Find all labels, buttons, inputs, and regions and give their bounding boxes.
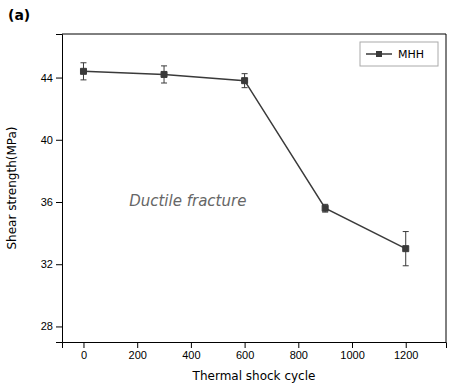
tick: 32 (41, 258, 62, 270)
tick: 40 (41, 134, 62, 146)
tick-label: 800 (290, 349, 308, 361)
tick: 0 (81, 342, 87, 361)
marker (161, 71, 167, 77)
tick-mark (56, 78, 62, 79)
x-axis-title: Thermal shock cycle (192, 369, 316, 383)
error-bar (322, 204, 328, 212)
plot: 0 200 400 600 800 1000 1200 28 32 36 40 44 Ductile f… (41, 34, 447, 361)
marker (242, 78, 248, 84)
tick-mark (406, 342, 407, 348)
tick-label: 1200 (394, 349, 418, 361)
tick-mark (191, 342, 192, 348)
legend-marker (376, 51, 382, 57)
data-area (80, 63, 408, 266)
tick-mark (245, 342, 246, 348)
axis-line (56, 35, 63, 343)
legend: MHH (360, 42, 438, 66)
tick: 1000 (340, 342, 364, 361)
tick-mark (56, 140, 62, 141)
tick: 200 (129, 342, 147, 361)
tick-label: 28 (41, 320, 53, 332)
tick-mark (137, 342, 138, 348)
tick: 400 (182, 342, 200, 361)
tick-label: 36 (41, 196, 53, 208)
tick: 800 (290, 342, 308, 361)
tick-label: 40 (41, 134, 53, 146)
tick-mark (56, 326, 62, 327)
marker (403, 246, 409, 252)
tick-label: 0 (81, 349, 87, 361)
line (83, 71, 405, 248)
error-bar (80, 63, 86, 80)
tick-label: 200 (129, 349, 147, 361)
y-axis-title: Shear strength(MPa) (5, 126, 19, 249)
marker (322, 205, 328, 211)
tick: 600 (236, 342, 254, 361)
legend-label: MHH (398, 48, 424, 61)
error-bar (403, 232, 409, 266)
tick-label: 44 (41, 72, 53, 84)
chart: 0 200 400 600 800 1000 1200 28 32 36 40 44 Ductile f… (0, 0, 462, 388)
x-axis: 0 200 400 600 800 1000 1200 (63, 342, 447, 361)
tick-label: 32 (41, 258, 53, 270)
tick-label: 1000 (340, 349, 364, 361)
tick-mark (352, 342, 353, 348)
tick: 36 (41, 196, 62, 208)
tick: 28 (41, 320, 62, 332)
frame (62, 34, 446, 35)
title: (a) (8, 7, 30, 23)
error-bar (242, 74, 248, 88)
legend-box (360, 42, 438, 66)
annotation: Ductile fracture (129, 192, 246, 210)
tick: 1200 (394, 342, 418, 361)
tick-mark (56, 202, 62, 203)
marker (80, 68, 86, 74)
tick-mark (83, 342, 84, 348)
axis-line (63, 343, 447, 349)
tick-label: 400 (182, 349, 200, 361)
tick-label: 600 (236, 349, 254, 361)
error-bar (161, 66, 167, 83)
tick-mark (298, 342, 299, 348)
y-axis: 28 32 36 40 44 (41, 35, 63, 343)
tick: 44 (41, 72, 62, 84)
tick-mark (56, 264, 62, 265)
frame (446, 34, 447, 342)
